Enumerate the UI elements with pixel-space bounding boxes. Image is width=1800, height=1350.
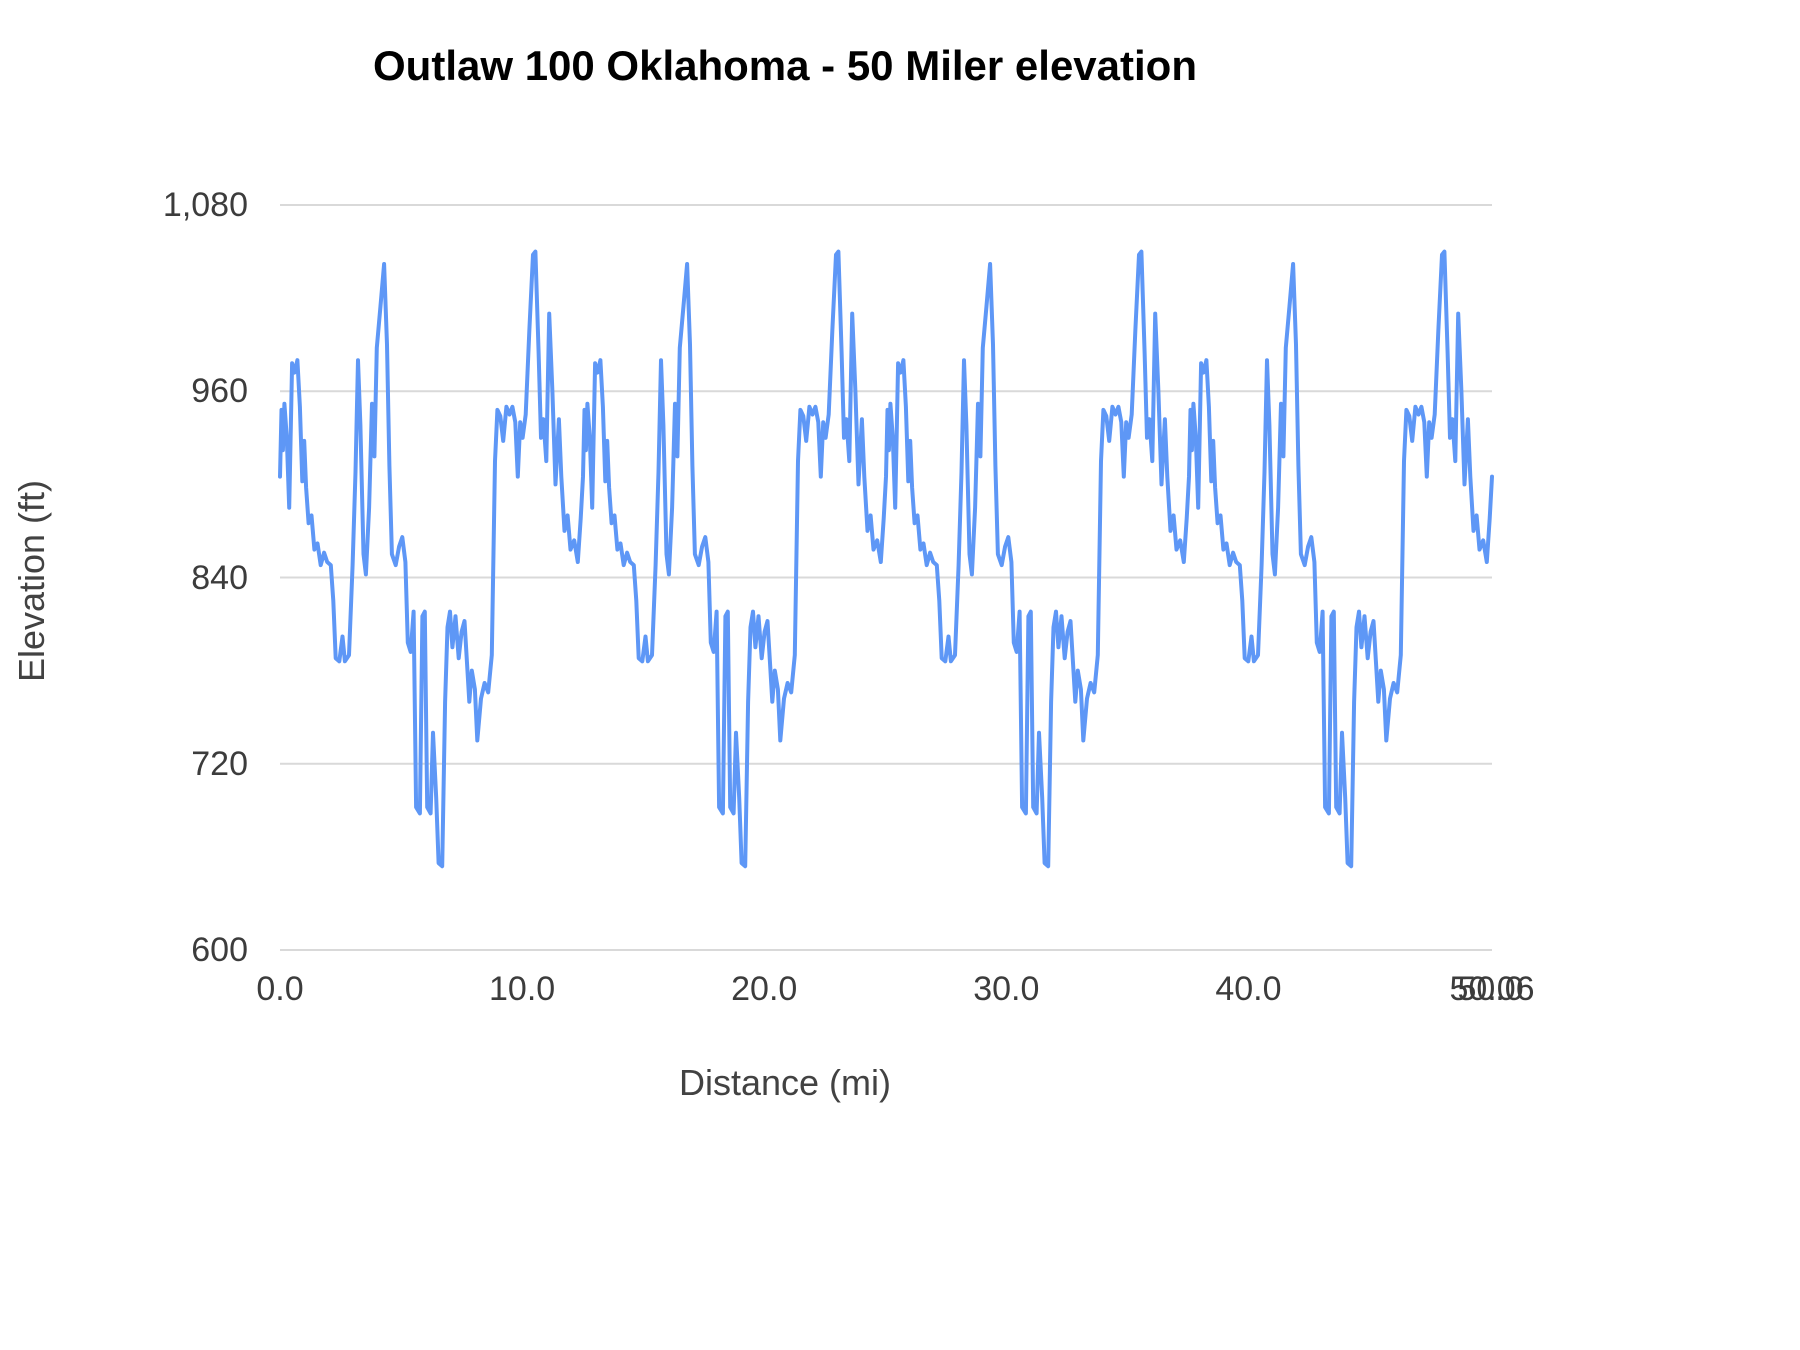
y-tick-label: 600 <box>191 931 248 969</box>
x-axis-title: Distance (mi) <box>678 1062 892 1103</box>
x-tick-label: 50.06 <box>1449 970 1535 1008</box>
y-tick-label: 840 <box>191 558 248 597</box>
chart-title: Outlaw 100 Oklahoma - 50 Miler elevation <box>373 42 1197 89</box>
y-tick-label: 720 <box>191 744 248 783</box>
x-tick-label: 20.0 <box>731 970 798 1008</box>
x-tick-label: 10.0 <box>489 970 556 1008</box>
x-tick-label: 0.0 <box>256 970 304 1008</box>
x-tick-label: 50.0 <box>1457 970 1524 1008</box>
x-tick-label: 40.0 <box>1215 970 1282 1008</box>
x-tick-label: 30.0 <box>973 970 1040 1008</box>
gridlines <box>280 204 1492 951</box>
y-tick-label: 960 <box>191 372 248 411</box>
y-axis-title: Elevation (ft) <box>11 479 52 683</box>
y-tick-label: 1,080 <box>162 186 248 224</box>
elevation-line-series <box>278 249 1494 869</box>
